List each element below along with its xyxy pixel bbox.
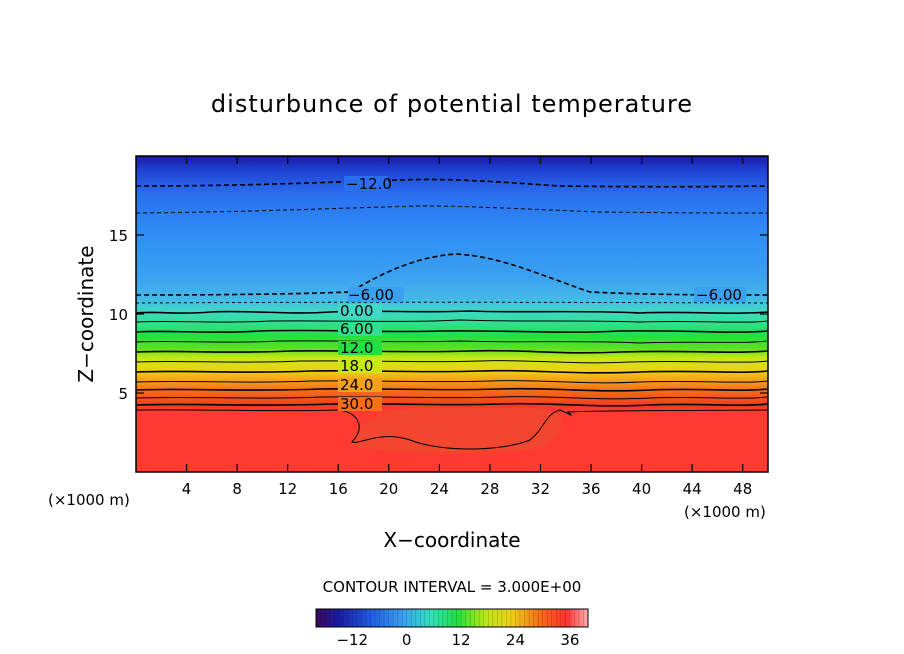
contour-line-30 <box>136 402 768 407</box>
contour-labels: −12.0 −6.00 −6.00 0.00 6.00 12.0 18.0 24… <box>338 175 746 413</box>
contour-label-24: 24.0 <box>340 376 373 394</box>
contour-line-neg9 <box>136 205 768 214</box>
warm-bubble-region <box>350 408 562 454</box>
contour-interval-text: CONTOUR INTERVAL = 3.000E+00 <box>323 578 582 596</box>
x-tick-label: 28 <box>480 480 499 498</box>
y-axis-label: Z−coordinate <box>74 245 98 382</box>
contour-label-neg6-left: −6.00 <box>348 286 394 304</box>
y-axis-ticks: 5 10 15 <box>109 227 768 403</box>
x-tick-label: 4 <box>182 480 192 498</box>
contour-label-6: 6.00 <box>340 320 373 338</box>
contour-line-27 <box>136 396 768 400</box>
contour-line-15 <box>136 360 768 364</box>
x-unit-left: (×1000 m) <box>48 491 130 509</box>
contour-line-neg3 <box>136 301 768 304</box>
contour-label-0: 0.00 <box>340 302 373 320</box>
colorbar: −12 0 12 24 36 <box>315 608 589 649</box>
contour-label-neg6-right: −6.00 <box>696 286 742 304</box>
x-tick-label: 20 <box>379 480 398 498</box>
colorbar-tick-label: 24 <box>506 631 525 649</box>
contour-line-24 <box>136 387 768 392</box>
x-tick-label: 8 <box>232 480 242 498</box>
contour-line-33-bubble <box>136 409 768 450</box>
x-tick-label: 48 <box>733 480 752 498</box>
chart-title: disturbunce of potential temperature <box>211 90 693 118</box>
x-tick-label: 16 <box>329 480 348 498</box>
contour-line-neg12 <box>136 178 768 188</box>
contour-line-3 <box>136 319 768 323</box>
x-tick-label: 40 <box>632 480 651 498</box>
y-tick-label: 5 <box>118 385 128 403</box>
contour-line-21 <box>136 380 768 384</box>
contour-line-0 <box>136 310 768 314</box>
y-tick-label: 10 <box>109 306 128 324</box>
colorbar-tick-label: 0 <box>402 631 412 649</box>
x-tick-label: 12 <box>278 480 297 498</box>
contour-line-12 <box>136 349 768 354</box>
contour-label-neg12: −12.0 <box>346 175 392 193</box>
colorbar-tick-label: 36 <box>560 631 579 649</box>
x-tick-label: 32 <box>531 480 550 498</box>
contour-line-6 <box>136 329 768 333</box>
colorbar-tick-label: 12 <box>452 631 471 649</box>
colorbar-tick-label: −12 <box>336 631 368 649</box>
x-axis-ticks: 4 8 12 16 20 24 28 32 36 40 44 48 <box>182 156 752 498</box>
contour-label-18: 18.0 <box>340 357 373 375</box>
contour-label-12: 12.0 <box>340 339 373 357</box>
y-tick-label: 15 <box>109 227 128 245</box>
contour-line-18 <box>136 369 768 374</box>
contour-label-30: 30.0 <box>340 395 373 413</box>
plot-area <box>136 156 768 472</box>
x-tick-label: 44 <box>683 480 702 498</box>
x-axis-label: X−coordinate <box>383 528 520 552</box>
contour-line-9 <box>136 340 768 344</box>
colorbar-gradient <box>315 608 589 628</box>
colorbar-ticks: −12 0 12 24 36 <box>336 631 579 649</box>
x-tick-label: 24 <box>430 480 449 498</box>
x-tick-label: 36 <box>581 480 600 498</box>
x-unit-right: (×1000 m) <box>684 503 766 521</box>
